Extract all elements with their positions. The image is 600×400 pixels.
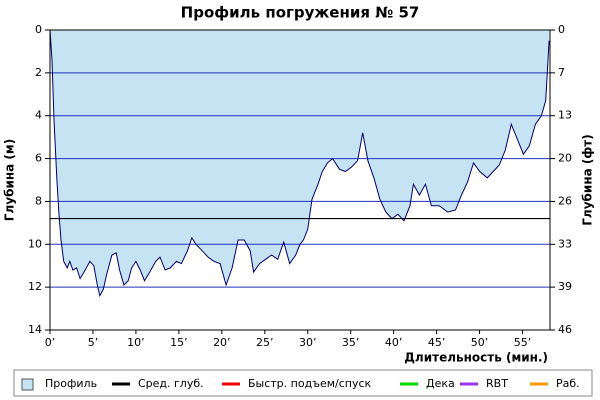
chart-title: Профиль погружения № 57 (181, 4, 420, 22)
y2-tick-label: 13 (558, 109, 572, 122)
x-tick-label: 25’ (256, 336, 274, 349)
profile-line (49, 29, 550, 298)
legend-label: Профиль (45, 377, 97, 390)
y2-tick-label: 33 (558, 237, 572, 250)
y2-tick-label: 26 (558, 194, 572, 207)
y-axis-title: Глубина (м) (3, 139, 17, 221)
x-tick-label: 20’ (213, 336, 231, 349)
legend-label: Быстр. подъем/спуск (248, 377, 372, 390)
x-tick-label: 0’ (45, 336, 56, 349)
plot-border (49, 29, 551, 331)
y-tick-label: 0 (35, 23, 42, 36)
y-tick-label: 8 (35, 194, 42, 207)
y2-tick-label: 0 (558, 23, 565, 36)
y-tick-label: 10 (28, 237, 42, 250)
legend-label: Сред. глуб. (138, 377, 204, 390)
y-tick-label: 14 (28, 323, 42, 336)
y-tick-label: 4 (35, 109, 42, 122)
x-tick-label: 45’ (428, 336, 446, 349)
y2-tick-label: 7 (558, 66, 565, 79)
legend-label: RBT (486, 377, 508, 390)
x-axis-title: Длительность (мин.) (404, 351, 548, 365)
y2-axis-title: Глубина (фт) (581, 134, 595, 225)
y2-tick-label: 39 (558, 280, 572, 293)
y2-tick-label: 46 (558, 323, 572, 336)
x-tick-label: 35’ (342, 336, 360, 349)
legend-swatch (21, 378, 34, 391)
x-tick-label: 5’ (88, 336, 99, 349)
legend-label: Дека (426, 377, 455, 390)
x-tick-label: 10’ (127, 336, 145, 349)
legend-label: Раб. (556, 377, 580, 390)
y-tick-label: 12 (28, 280, 42, 293)
profile-area (50, 30, 550, 296)
y2-tick-label: 20 (558, 152, 572, 165)
y-tick-label: 6 (35, 152, 42, 165)
x-tick-label: 55’ (514, 336, 532, 349)
x-tick-label: 15’ (170, 336, 188, 349)
x-tick-label: 40’ (385, 336, 403, 349)
x-tick-label: 50’ (471, 336, 489, 349)
x-tick-label: 30’ (299, 336, 317, 349)
y-tick-label: 2 (35, 66, 42, 79)
legend-box (13, 369, 593, 397)
